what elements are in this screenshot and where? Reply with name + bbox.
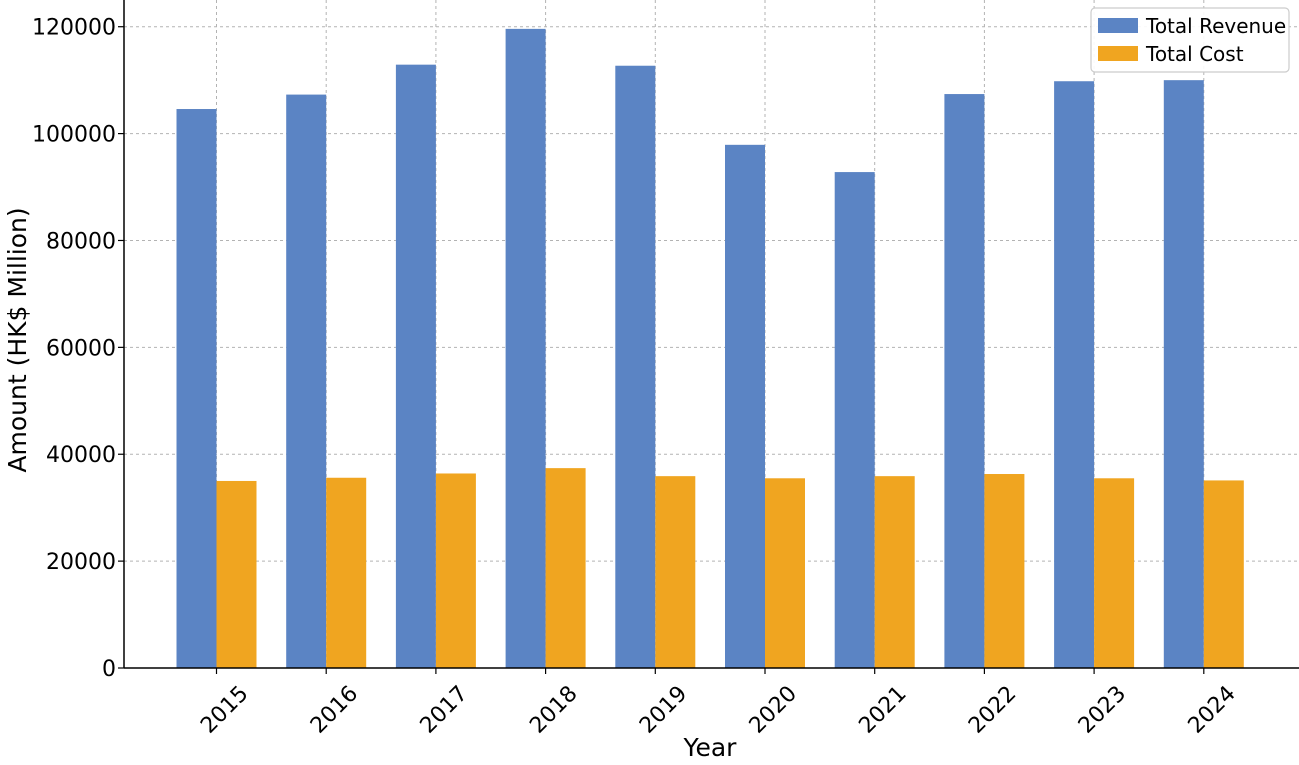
axes (118, 0, 1299, 674)
x-tick-label: 2022 (964, 681, 1021, 738)
x-tick-label: 2024 (1184, 681, 1241, 738)
x-tick-label: 2021 (854, 681, 911, 738)
legend-swatch-total-cost (1098, 46, 1138, 61)
bar-total-revenue (944, 94, 985, 669)
x-tick-label: 2017 (416, 681, 473, 738)
x-tick-label: 2015 (196, 681, 253, 738)
bar-total-cost (1203, 480, 1244, 668)
x-tick-label: 2016 (306, 681, 363, 738)
bar-total-cost (874, 476, 915, 668)
bar-total-cost (655, 476, 696, 668)
bar-total-cost (1094, 478, 1135, 668)
legend-box (1090, 7, 1290, 73)
y-tick-label: 40000 (46, 443, 116, 468)
y-tick-label: 60000 (46, 336, 116, 361)
bar-total-revenue (395, 64, 436, 668)
bar-total-cost (984, 474, 1025, 668)
bar-total-cost (765, 478, 805, 668)
bar-total-cost (216, 480, 257, 668)
x-tick-label: 2018 (525, 681, 582, 738)
legend-label-total-revenue: Total Revenue (1145, 14, 1286, 38)
y-tick-label: 80000 (46, 229, 116, 254)
x-tick-label: 2019 (635, 681, 692, 738)
y-tick-label: 120000 (32, 16, 116, 41)
y-tick-label: 20000 (46, 550, 116, 575)
x-tick-labels: 2015 2016 2017 2018 2019 2020 2021 2022 2023 2024 (196, 681, 1241, 738)
bar-total-revenue (505, 28, 546, 668)
bar-total-cost (326, 477, 367, 668)
bar-total-cost (545, 468, 586, 668)
bar-total-revenue (615, 65, 656, 668)
y-tick-labels: 0 20000 40000 60000 80000 100000 120000 (32, 16, 116, 682)
bar-total-cost (435, 473, 476, 668)
bar-total-revenue (1054, 81, 1095, 668)
bars (176, 28, 1244, 669)
legend-label-total-cost: Total Cost (1145, 42, 1244, 66)
legend-swatch-total-revenue (1098, 18, 1138, 33)
bar-total-revenue (176, 109, 217, 669)
bar-total-revenue (1163, 80, 1204, 668)
x-tick-label: 2020 (745, 681, 802, 738)
y-tick-label: 100000 (32, 123, 116, 148)
bar-total-revenue (725, 144, 765, 669)
legend: Total Revenue Total Cost (1090, 7, 1290, 73)
x-axis-label: Year (683, 733, 738, 762)
x-tick-label: 2023 (1074, 681, 1131, 738)
bar-total-revenue (834, 172, 875, 669)
y-tick-label: 0 (102, 657, 116, 682)
y-axis-label: Amount (HK$ Million) (3, 207, 32, 472)
bar-total-revenue (286, 94, 327, 668)
